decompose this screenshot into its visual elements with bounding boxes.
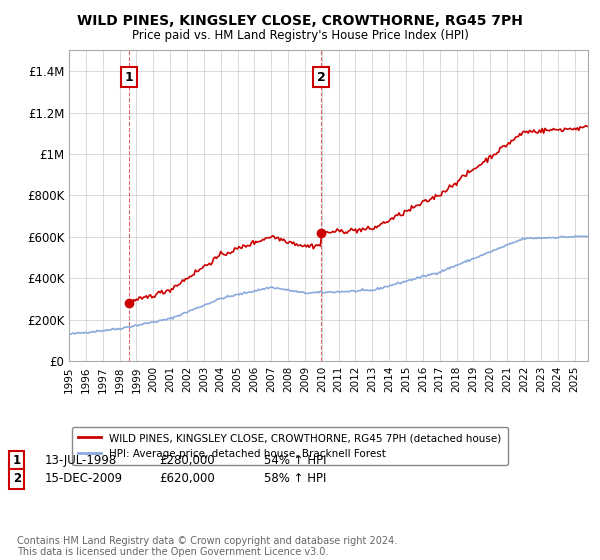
Text: Contains HM Land Registry data © Crown copyright and database right 2024.
This d: Contains HM Land Registry data © Crown c…	[17, 535, 397, 557]
Text: 54% ↑ HPI: 54% ↑ HPI	[264, 454, 326, 467]
Text: 2: 2	[13, 472, 21, 486]
Text: 15-DEC-2009: 15-DEC-2009	[45, 472, 123, 486]
Text: 58% ↑ HPI: 58% ↑ HPI	[264, 472, 326, 486]
Text: 1: 1	[13, 454, 21, 467]
Legend: WILD PINES, KINGSLEY CLOSE, CROWTHORNE, RG45 7PH (detached house), HPI: Average : WILD PINES, KINGSLEY CLOSE, CROWTHORNE, …	[71, 427, 508, 465]
Text: £280,000: £280,000	[159, 454, 215, 467]
Text: £620,000: £620,000	[159, 472, 215, 486]
Text: WILD PINES, KINGSLEY CLOSE, CROWTHORNE, RG45 7PH: WILD PINES, KINGSLEY CLOSE, CROWTHORNE, …	[77, 14, 523, 28]
Text: 2: 2	[317, 71, 325, 84]
Text: 1: 1	[124, 71, 133, 84]
Text: 13-JUL-1998: 13-JUL-1998	[45, 454, 117, 467]
Text: Price paid vs. HM Land Registry's House Price Index (HPI): Price paid vs. HM Land Registry's House …	[131, 29, 469, 42]
